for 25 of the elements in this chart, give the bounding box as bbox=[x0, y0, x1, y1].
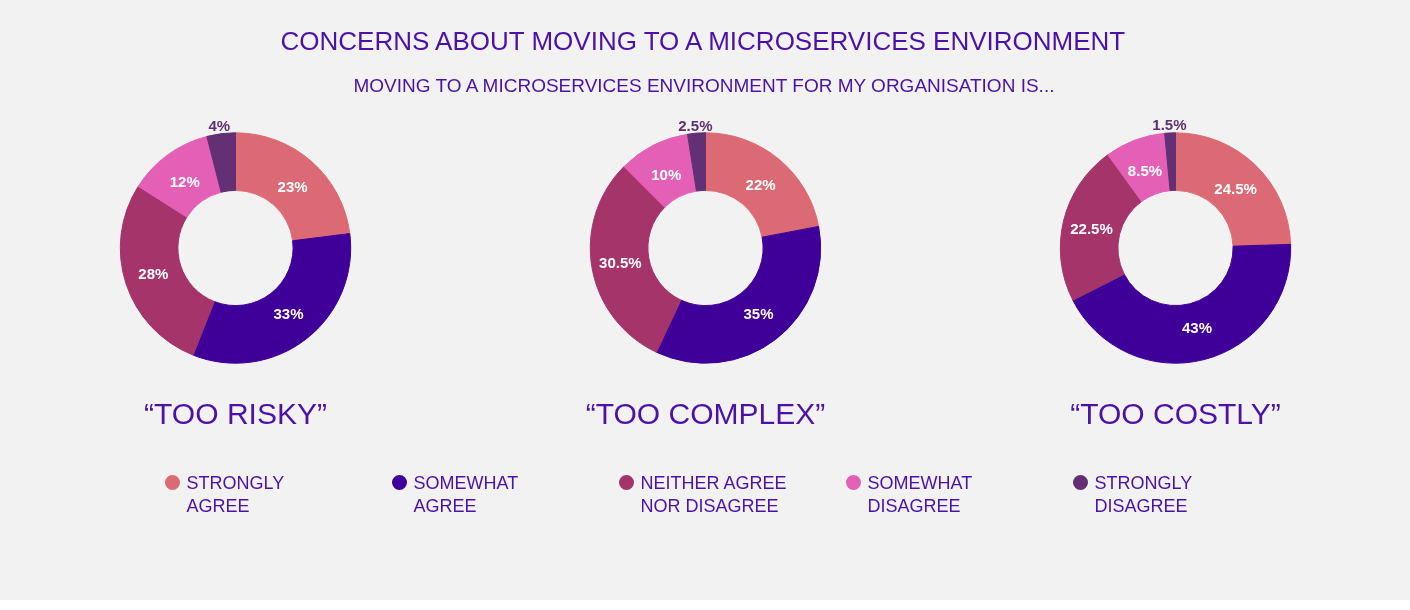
data-label: 28% bbox=[138, 264, 169, 282]
legend-label: NEITHER AGREE NOR DISAGREE bbox=[640, 472, 787, 516]
text: “TOO COMPLEX” bbox=[585, 396, 826, 430]
data-label: 23% bbox=[277, 177, 308, 195]
legend-label: STRONGLY AGREE bbox=[186, 472, 285, 516]
data-label: 22% bbox=[745, 175, 776, 193]
data-label: 24.5% bbox=[1214, 180, 1257, 198]
data-label: 4% bbox=[208, 117, 231, 135]
legend-label: SOMEWHAT DISAGREE bbox=[867, 472, 973, 516]
data-label: 33% bbox=[273, 304, 304, 322]
data-label: 10% bbox=[651, 165, 682, 183]
legend-label: SOMEWHAT AGREE bbox=[413, 472, 519, 516]
data-label: 1.5% bbox=[1152, 116, 1187, 134]
data-label: 8.5% bbox=[1127, 162, 1163, 180]
text: “TOO COSTLY” bbox=[1070, 396, 1281, 430]
text: MOVING TO A MICROSERVICES ENVIRONMENT FOR MY ORGANISATION IS... bbox=[353, 75, 1055, 96]
legend-label: STRONGLY DISAGREE bbox=[1094, 472, 1193, 516]
data-label: 12% bbox=[169, 172, 200, 190]
data-label: 35% bbox=[743, 304, 774, 322]
data-label: 30.5% bbox=[599, 253, 642, 271]
text: “TOO RISKY” bbox=[144, 396, 327, 430]
data-label: 2.5% bbox=[678, 116, 713, 134]
data-label: 43% bbox=[1181, 319, 1213, 337]
text: CONCERNS ABOUT MOVING TO A MICROSERVICES ENVIRONMENT bbox=[280, 25, 1126, 56]
data-label: 22.5% bbox=[1070, 220, 1113, 238]
